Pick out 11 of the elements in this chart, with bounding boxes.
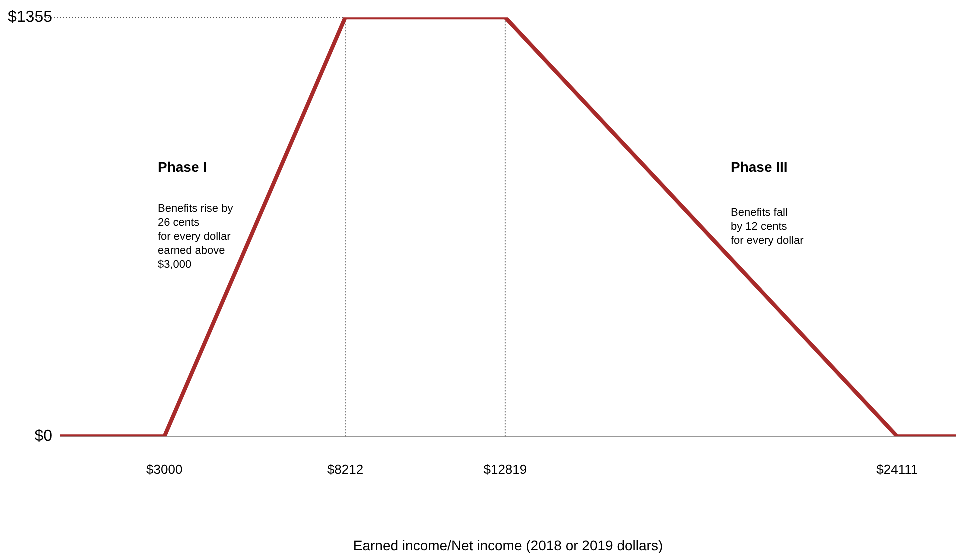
- x-tick-label: $24111: [876, 462, 918, 477]
- annotation: Phase III: [731, 159, 788, 175]
- x-axis-title: Earned income/Net income (2018 or 2019 dollars): [353, 537, 664, 554]
- annotation: Benefits rise by 26 cents for every dollar earned above $3,000: [158, 203, 234, 271]
- annotation: Phase I: [158, 159, 208, 175]
- x-tick-label: $8212: [327, 462, 364, 477]
- annotation: Benefits fall by 12 cents for every dollar: [731, 207, 804, 247]
- x-tick-label: $12819: [484, 462, 528, 477]
- y-tick-label: $1355: [8, 9, 53, 26]
- y-tick-label: $0: [34, 428, 53, 446]
- x-tick-label: $3000: [146, 462, 183, 477]
